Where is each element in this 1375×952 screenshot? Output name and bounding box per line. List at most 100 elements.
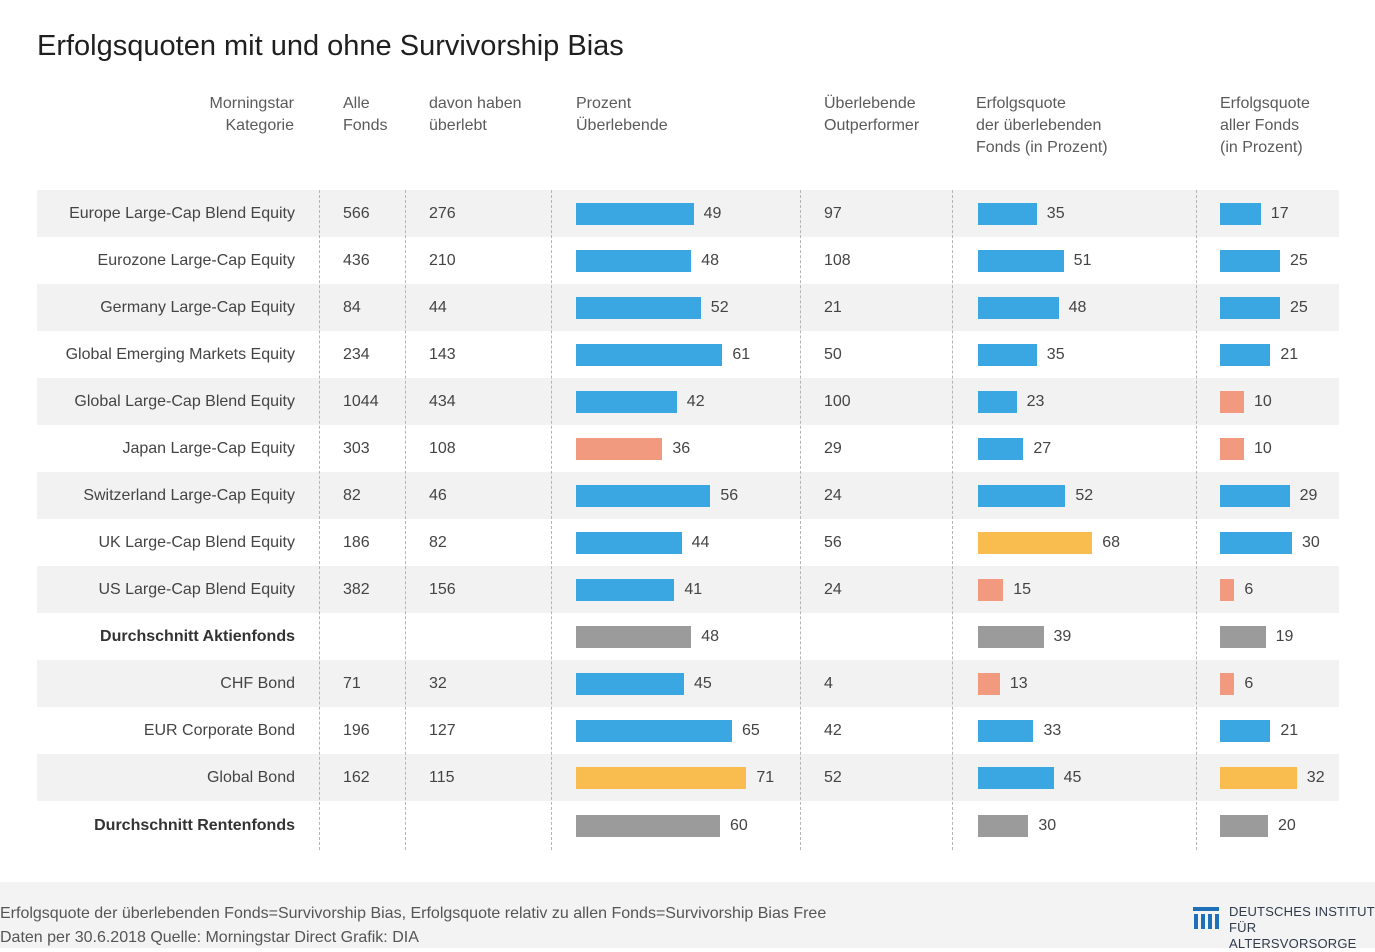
success-survivors-label: 35 [1046,205,1065,222]
pct-survivors-bar [576,203,694,225]
all-funds-value: 303 [343,440,370,457]
outperformers-value: 29 [824,440,842,457]
success-survivors-bar [978,767,1054,789]
data-table: Europe Large-Cap Blend Equity 566 276 97 49 3… [37,190,1339,850]
category-label: Durchschnitt Rentenfonds [94,817,295,834]
pct-survivors-label: 56 [720,487,739,504]
header-success-all: Erfolgsquote aller Fonds (in Prozent) [1220,95,1310,156]
success-survivors-label: 51 [1073,252,1092,269]
category-label: Switzerland Large-Cap Equity [83,487,295,504]
success-all-bar [1220,532,1292,554]
pct-survivors-bar [576,579,675,601]
all-funds-value: 84 [343,299,361,316]
success-all-bar [1220,626,1266,648]
outperformers-value: 50 [824,346,842,363]
pct-survivors-label: 65 [742,722,760,739]
column-divider [952,190,953,850]
table-row: EUR Corporate Bond 196 127 42 65 33 21 [37,707,1339,754]
table-row: Durchschnitt Aktienfonds 48 39 19 [37,613,1339,660]
pct-survivors-label: 42 [686,393,705,410]
success-survivors-label: 35 [1046,346,1065,363]
success-all-bar [1220,720,1271,742]
category-label: EUR Corporate Bond [143,722,295,739]
success-all-label: 25 [1290,299,1308,316]
success-all-label: 10 [1254,393,1272,410]
footer-note: Erfolgsquote der überlebenden Fonds=Surv… [0,905,827,922]
success-all-label: 32 [1306,769,1325,786]
all-funds-value: 382 [343,581,370,598]
success-all-bar [1220,391,1244,413]
success-survivors-label: 33 [1043,722,1062,739]
survived-value: 115 [429,769,455,786]
success-all-bar [1220,485,1290,507]
outperformers-value: 108 [824,252,851,269]
table-row: UK Large-Cap Blend Equity 186 82 56 44 68 30 [37,519,1339,566]
survived-value: 434 [429,393,456,410]
pct-survivors-bar [576,344,723,366]
all-funds-value: 234 [343,346,370,363]
category-label: CHF Bond [220,675,295,692]
pct-survivors-label: 36 [672,440,691,457]
pct-survivors-bar [576,767,747,789]
pct-survivors-label: 44 [691,534,710,551]
success-all-label: 17 [1270,205,1289,222]
footer-background [0,882,1375,948]
success-all-label: 30 [1302,534,1320,551]
all-funds-value: 186 [343,534,370,551]
category-label: Global Large-Cap Blend Equity [74,393,295,410]
survived-value: 44 [429,299,447,316]
table-row: US Large-Cap Blend Equity 382 156 24 41 15 6 [37,566,1339,613]
column-divider [1196,190,1197,850]
category-label: Global Bond [206,769,295,786]
success-survivors-label: 27 [1033,440,1052,457]
survived-value: 46 [429,487,447,504]
column-divider [551,190,552,850]
table-row: Europe Large-Cap Blend Equity 566 276 97 49 3… [37,190,1339,237]
pct-survivors-bar [576,673,684,695]
success-survivors-label: 15 [1013,581,1031,598]
pct-survivors-bar [576,532,682,554]
pct-survivors-bar [576,485,711,507]
survived-value: 276 [429,205,456,222]
success-survivors-bar [978,344,1037,366]
success-survivors-label: 52 [1075,487,1094,504]
table-row: Switzerland Large-Cap Equity 82 46 24 56 52 29 [37,472,1339,519]
success-survivors-bar [978,579,1004,601]
success-survivors-bar [978,626,1044,648]
table-row: Japan Large-Cap Equity 303 108 29 36 27 10 [37,425,1339,472]
pct-survivors-bar [576,815,720,837]
table-row: Global Emerging Markets Equity 234 143 50 61… [37,331,1339,378]
success-all-bar [1220,438,1244,460]
pct-survivors-label: 49 [703,205,722,222]
pct-survivors-label: 48 [701,628,719,645]
all-funds-value: 436 [343,252,370,269]
outperformers-value: 42 [824,722,842,739]
success-all-label: 20 [1278,817,1296,834]
survived-value: 143 [429,346,456,363]
success-survivors-label: 68 [1102,534,1121,551]
pct-survivors-label: 71 [756,769,775,786]
outperformers-value: 52 [824,769,842,786]
success-survivors-bar [978,720,1034,742]
pct-survivors-label: 60 [730,817,748,834]
pct-survivors-bar [576,438,663,460]
footer-source: Daten per 30.6.2018 Quelle: Morningstar … [0,929,419,946]
all-funds-value: 1044 [343,393,379,410]
table-row: Global Bond 162 115 52 71 45 32 [37,754,1339,801]
category-label: Japan Large-Cap Equity [122,440,295,457]
survived-value: 156 [429,581,456,598]
success-all-label: 6 [1244,675,1254,692]
pct-survivors-label: 61 [732,346,751,363]
category-label: Germany Large-Cap Equity [100,299,295,316]
success-survivors-bar [978,297,1059,319]
header-category: Morningstar Kategorie [209,95,294,134]
category-label: Global Emerging Markets Equity [65,346,295,363]
success-all-bar [1220,673,1235,695]
column-divider [405,190,406,850]
success-all-label: 19 [1275,628,1294,645]
outperformers-value: 24 [824,487,842,504]
pct-survivors-label: 48 [701,252,719,269]
pct-survivors-bar [576,250,692,272]
category-label: Durchschnitt Aktienfonds [100,628,295,645]
table-row: Germany Large-Cap Equity 84 44 21 52 48 25 [37,284,1339,331]
